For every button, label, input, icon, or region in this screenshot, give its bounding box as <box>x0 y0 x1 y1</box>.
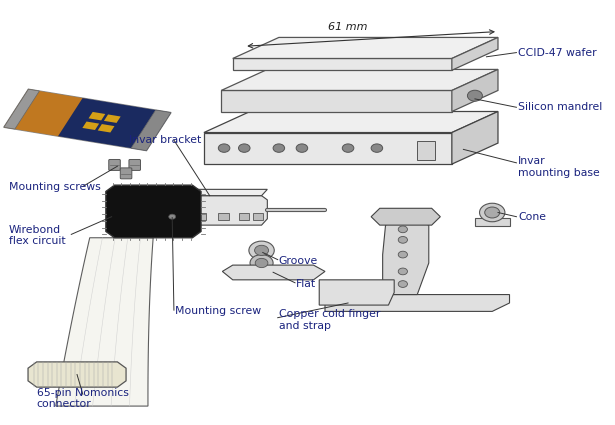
Polygon shape <box>4 89 171 150</box>
Polygon shape <box>221 69 498 91</box>
Polygon shape <box>82 122 99 130</box>
Polygon shape <box>204 111 498 133</box>
Polygon shape <box>98 124 114 133</box>
Polygon shape <box>28 362 126 387</box>
Text: Groove: Groove <box>279 256 318 266</box>
Polygon shape <box>58 98 171 150</box>
FancyBboxPatch shape <box>178 212 188 220</box>
Polygon shape <box>452 69 498 111</box>
Circle shape <box>399 268 408 275</box>
Polygon shape <box>232 37 498 59</box>
Polygon shape <box>104 114 121 123</box>
Text: Silicon mandrel: Silicon mandrel <box>518 102 603 112</box>
Circle shape <box>255 245 269 255</box>
Circle shape <box>371 144 383 152</box>
Text: Flat: Flat <box>296 279 316 289</box>
Polygon shape <box>175 190 268 196</box>
Circle shape <box>169 214 176 219</box>
Circle shape <box>399 280 408 287</box>
Polygon shape <box>221 91 452 111</box>
FancyBboxPatch shape <box>129 159 140 170</box>
Polygon shape <box>383 217 429 295</box>
Circle shape <box>399 236 408 243</box>
Polygon shape <box>131 110 171 150</box>
Text: Invar
mounting base: Invar mounting base <box>518 156 600 178</box>
Circle shape <box>239 144 250 152</box>
Polygon shape <box>319 280 394 305</box>
Circle shape <box>218 144 230 152</box>
Text: CCID-47 wafer: CCID-47 wafer <box>518 48 597 57</box>
Polygon shape <box>452 37 498 70</box>
FancyBboxPatch shape <box>417 141 435 160</box>
Text: Copper cold finger
and strap: Copper cold finger and strap <box>279 309 380 331</box>
Polygon shape <box>371 208 440 225</box>
Circle shape <box>343 144 354 152</box>
Circle shape <box>296 144 308 152</box>
FancyBboxPatch shape <box>475 218 509 226</box>
Polygon shape <box>232 59 452 70</box>
Polygon shape <box>4 89 39 129</box>
Circle shape <box>165 212 179 222</box>
FancyBboxPatch shape <box>218 212 229 220</box>
Circle shape <box>273 144 285 152</box>
Polygon shape <box>89 112 105 120</box>
Text: Mounting screws: Mounting screws <box>9 182 101 192</box>
FancyBboxPatch shape <box>253 212 263 220</box>
Circle shape <box>480 203 505 222</box>
Circle shape <box>250 255 273 272</box>
FancyBboxPatch shape <box>239 212 249 220</box>
Text: Wirebond
flex circuit: Wirebond flex circuit <box>9 225 66 246</box>
Polygon shape <box>169 196 268 225</box>
Polygon shape <box>56 238 153 406</box>
FancyBboxPatch shape <box>195 212 205 220</box>
Text: 61 mm: 61 mm <box>328 22 368 31</box>
Polygon shape <box>325 295 509 312</box>
Circle shape <box>249 241 274 260</box>
Circle shape <box>399 226 408 233</box>
Text: 65-pin Nomonics
connector: 65-pin Nomonics connector <box>37 388 129 409</box>
Polygon shape <box>223 265 325 280</box>
Text: Invar bracket: Invar bracket <box>129 135 201 145</box>
Circle shape <box>467 90 482 101</box>
Polygon shape <box>204 133 452 164</box>
FancyBboxPatch shape <box>121 168 132 179</box>
FancyBboxPatch shape <box>109 159 121 170</box>
Text: Cone: Cone <box>518 212 546 222</box>
Text: Mounting screw: Mounting screw <box>175 306 261 316</box>
Polygon shape <box>4 89 85 136</box>
Circle shape <box>255 258 268 268</box>
Polygon shape <box>106 185 201 238</box>
Polygon shape <box>452 111 498 164</box>
Circle shape <box>399 251 408 258</box>
Circle shape <box>485 207 500 218</box>
